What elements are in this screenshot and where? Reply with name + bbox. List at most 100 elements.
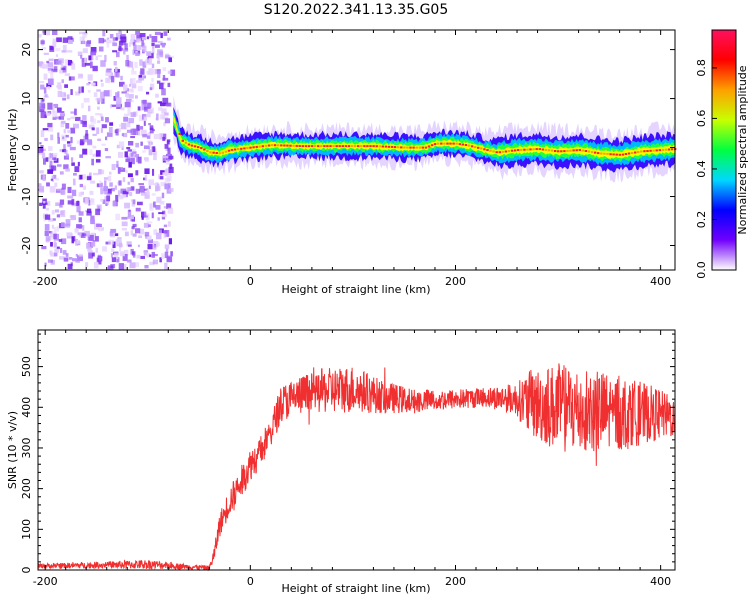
noise-speckle — [78, 253, 83, 257]
noise-speckle — [125, 60, 130, 67]
noise-speckle — [79, 36, 85, 41]
noise-speckle — [52, 30, 58, 35]
noise-speckle — [119, 245, 122, 252]
noise-speckle — [83, 185, 86, 190]
noise-speckle — [44, 224, 50, 231]
noise-speckle — [63, 129, 66, 134]
noise-speckle — [130, 199, 134, 202]
noise-speckle — [102, 246, 107, 252]
noise-speckle — [128, 141, 134, 146]
noise-speckle — [74, 166, 80, 173]
noise-speckle — [48, 70, 54, 74]
noise-speckle — [162, 67, 167, 72]
noise-speckle — [97, 120, 101, 123]
noise-speckle — [166, 175, 172, 182]
noise-speckle — [115, 238, 122, 246]
noise-speckle — [61, 67, 66, 71]
noise-speckle — [78, 86, 81, 94]
noise-speckle — [67, 195, 74, 199]
noise-speckle — [144, 265, 149, 269]
noise-speckle — [115, 66, 118, 72]
noise-speckle — [144, 59, 150, 66]
noise-speckle — [141, 40, 144, 47]
noise-speckle — [127, 216, 131, 219]
noise-speckle — [132, 254, 136, 258]
noise-speckle — [143, 107, 150, 112]
noise-speckle — [163, 230, 168, 234]
noise-speckle — [134, 154, 139, 158]
noise-speckle — [167, 221, 171, 227]
noise-speckle — [143, 37, 147, 41]
noise-speckle — [163, 206, 167, 209]
x-tick-label: 400 — [650, 575, 671, 588]
noise-speckle — [123, 249, 129, 256]
noise-speckle — [57, 164, 62, 167]
noise-speckle — [77, 232, 82, 236]
noise-speckle — [100, 182, 103, 188]
noise-speckle — [143, 120, 146, 126]
noise-speckle — [162, 77, 169, 81]
noise-speckle — [65, 219, 71, 226]
noise-speckle — [82, 233, 87, 236]
colorbar-tick-label: 0.0 — [695, 261, 708, 279]
noise-speckle — [39, 186, 45, 193]
noise-speckle — [163, 122, 166, 127]
noise-speckle — [62, 37, 69, 43]
y-tick-label: 20 — [20, 43, 33, 57]
colorbar-tick-label: 0.8 — [695, 59, 708, 77]
noise-speckle — [101, 143, 106, 146]
noise-speckle — [38, 183, 42, 187]
spectrogram-signal-band — [173, 95, 677, 183]
noise-speckle — [90, 215, 95, 222]
noise-speckle — [52, 38, 59, 42]
noise-speckle — [64, 223, 71, 228]
colorbar-label: Normalized spectral amplitude — [736, 65, 749, 234]
x-tick-label: 200 — [445, 575, 466, 588]
noise-speckle — [142, 134, 148, 138]
noise-speckle — [168, 183, 171, 189]
noise-speckle — [136, 124, 140, 131]
noise-speckle — [158, 107, 163, 111]
noise-speckle — [71, 236, 76, 242]
noise-speckle — [80, 55, 83, 59]
noise-speckle — [62, 149, 67, 153]
noise-speckle — [48, 152, 51, 159]
noise-speckle — [48, 127, 54, 132]
x-tick-label: 0 — [247, 575, 254, 588]
noise-speckle — [130, 157, 135, 165]
noise-speckle — [100, 128, 103, 133]
colorbar-tick-label: 0.6 — [695, 110, 708, 128]
noise-speckle — [117, 167, 121, 174]
noise-speckle — [133, 44, 137, 51]
noise-speckle — [47, 67, 54, 71]
noise-speckle — [87, 90, 91, 93]
noise-speckle — [65, 153, 69, 159]
noise-speckle — [104, 196, 107, 203]
noise-speckle — [62, 250, 67, 255]
noise-speckle — [120, 167, 123, 170]
noise-speckle — [159, 200, 165, 205]
noise-speckle — [151, 107, 154, 114]
noise-speckle — [168, 57, 172, 63]
snr-plot-area — [38, 330, 675, 570]
noise-speckle — [61, 79, 64, 83]
noise-speckle — [130, 136, 135, 139]
noise-speckle — [132, 199, 136, 205]
y-tick-label: 200 — [20, 478, 33, 499]
noise-speckle — [99, 180, 102, 187]
noise-speckle — [111, 248, 115, 253]
noise-speckle — [152, 241, 159, 248]
noise-speckle — [120, 36, 127, 43]
x-tick-label: 200 — [445, 275, 466, 288]
noise-speckle — [119, 81, 125, 87]
noise-speckle — [164, 143, 169, 149]
noise-speckle — [130, 39, 135, 45]
noise-speckle — [43, 52, 49, 55]
noise-speckle — [86, 242, 91, 249]
noise-speckle — [67, 186, 72, 193]
noise-speckle — [70, 262, 73, 266]
noise-speckle — [127, 61, 134, 68]
